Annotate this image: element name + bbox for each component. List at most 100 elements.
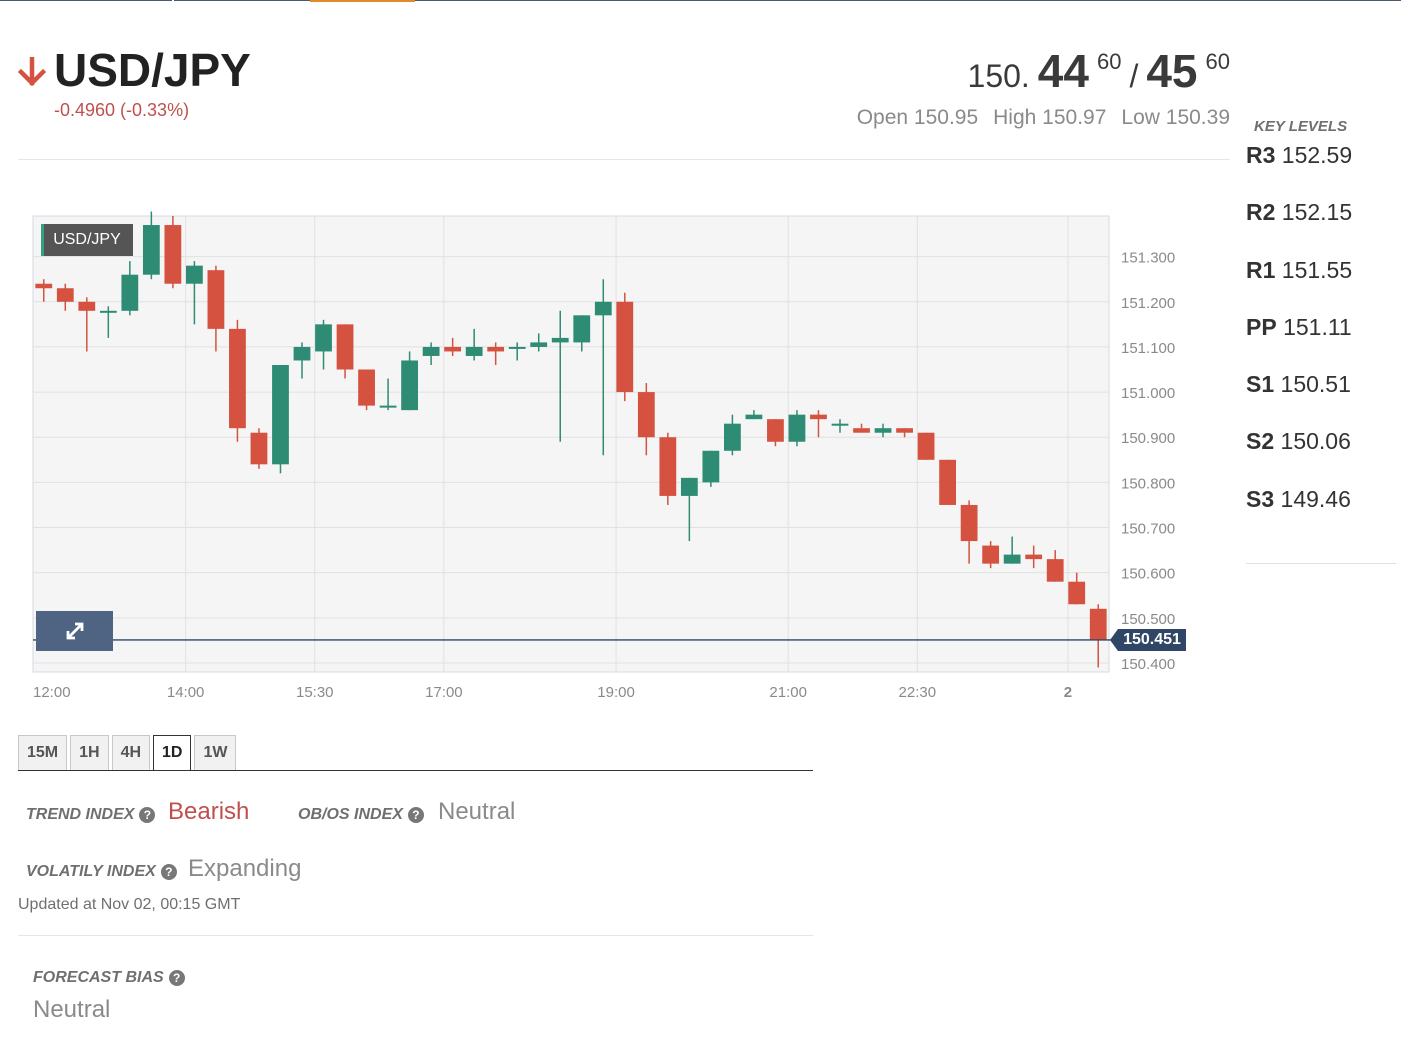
updated-timestamp: Updated at Nov 02, 00:15 GMT xyxy=(18,896,241,913)
x-tick-label: 14:00 xyxy=(167,684,205,701)
candle-body xyxy=(853,428,870,433)
indicators-divider xyxy=(18,935,813,936)
key-level-s1: S1 150.51 xyxy=(1246,371,1396,428)
candle-body xyxy=(229,328,246,429)
forecast-bias-label: FORECAST BIAS ? xyxy=(33,969,185,987)
help-icon[interactable]: ? xyxy=(139,807,156,823)
candle-body xyxy=(982,545,1000,564)
candle-body xyxy=(293,346,311,361)
price-chart[interactable]: 151.300 151.200 151.100 151.000 150.900 150.8… xyxy=(0,200,1200,710)
candle-body xyxy=(508,346,526,349)
timeframe-tabs: 15M 1H 4H 1D 1W xyxy=(18,735,237,771)
key-level-label: R2 xyxy=(1246,199,1276,226)
candle-body xyxy=(573,315,591,343)
x-tick-label: 22:30 xyxy=(899,684,937,701)
instrument-title: USD/JPY xyxy=(54,44,251,96)
top-border xyxy=(0,0,1401,1)
key-level-r2: R2 152.15 xyxy=(1246,199,1396,256)
y-tick-label: 151.000 xyxy=(1121,385,1175,402)
candle-body xyxy=(379,405,397,408)
trend-index-value: Bearish xyxy=(168,798,250,825)
tab-1h[interactable]: 1H xyxy=(70,735,109,771)
candle-body xyxy=(487,346,505,352)
candle-body xyxy=(767,419,784,442)
top-accent-bar xyxy=(310,0,415,2)
candle-body xyxy=(1089,608,1107,641)
high-value: High 150.97 xyxy=(993,106,1107,129)
candle-body xyxy=(121,274,139,311)
candle-body xyxy=(616,301,634,393)
trend-index-label: TREND INDEX ? xyxy=(26,806,156,824)
candle-body xyxy=(315,324,332,352)
y-tick-label: 150.500 xyxy=(1121,611,1175,628)
bid-integer: 150. xyxy=(967,58,1030,94)
tabs-underline xyxy=(18,770,813,771)
candle-body xyxy=(186,265,203,284)
candle-body xyxy=(831,423,849,426)
key-level-s2: S2 150.06 xyxy=(1246,428,1396,485)
expand-icon xyxy=(66,622,83,640)
arrow-down-icon xyxy=(18,57,46,87)
key-level-label: S1 xyxy=(1246,371,1275,398)
open-value: Open 150.95 xyxy=(856,106,979,129)
key-levels-title: KEY LEVELS xyxy=(1254,118,1348,135)
candle-body xyxy=(680,477,698,496)
help-icon[interactable]: ? xyxy=(407,807,424,823)
key-level-pp: PP 151.11 xyxy=(1246,314,1396,371)
help-icon[interactable]: ? xyxy=(160,864,177,880)
key-level-value: 150.51 xyxy=(1280,371,1351,398)
key-level-value: 152.59 xyxy=(1281,142,1353,168)
y-tick-label: 150.700 xyxy=(1121,521,1175,538)
candle-body xyxy=(1025,554,1043,560)
candle-body xyxy=(164,225,182,284)
forecast-bias-label-text: FORECAST BIAS xyxy=(33,969,164,986)
candle-body xyxy=(530,342,548,347)
volatility-index-label-text: VOLATILY INDEX xyxy=(26,863,156,880)
candle-body xyxy=(250,432,268,465)
key-level-value: 152.15 xyxy=(1281,199,1353,226)
current-price-tag: 150.451 xyxy=(1110,628,1186,651)
candle-body xyxy=(1046,559,1064,582)
candle-body xyxy=(896,428,913,433)
help-icon[interactable]: ? xyxy=(168,970,185,986)
key-level-value: 149.46 xyxy=(1280,485,1351,512)
top-border-gap xyxy=(172,0,174,2)
candle-body xyxy=(422,346,440,356)
key-level-label: S3 xyxy=(1246,485,1275,512)
bid-pips: 44 xyxy=(1037,45,1089,97)
y-tick-label: 151.100 xyxy=(1121,340,1175,357)
ohl-row: Open 150.95 High 150.97 Low 150.39 xyxy=(857,106,1230,130)
expand-chart-button[interactable] xyxy=(36,611,113,651)
candle-body xyxy=(788,414,806,442)
low-value: Low 150.39 xyxy=(1121,106,1230,129)
tab-4h[interactable]: 4H xyxy=(111,735,151,771)
tab-15m[interactable]: 15M xyxy=(18,735,68,771)
candle-body xyxy=(336,324,354,370)
ask-fraction: 60 xyxy=(1205,49,1230,74)
key-level-r3: R3 152.59 xyxy=(1246,142,1396,199)
key-level-label: R1 xyxy=(1246,256,1276,283)
y-tick-label: 151.200 xyxy=(1121,295,1175,312)
y-tick-label: 151.300 xyxy=(1121,250,1175,267)
key-levels-list: R3 152.59 R2 152.15 R1 151.55 PP 151.11 … xyxy=(1246,142,1396,543)
candle-body xyxy=(207,270,225,329)
key-level-label: S2 xyxy=(1246,428,1275,455)
candle-body xyxy=(724,423,741,451)
candle-body xyxy=(960,504,978,542)
key-levels-divider xyxy=(1246,563,1396,564)
y-tick-label: 150.900 xyxy=(1121,430,1175,447)
candle-body xyxy=(594,301,612,316)
tab-1d[interactable]: 1D xyxy=(153,735,192,771)
key-level-r1: R1 151.55 xyxy=(1246,257,1396,314)
candle-body xyxy=(56,288,74,302)
candle-body xyxy=(142,225,160,275)
y-tick-label: 150.800 xyxy=(1121,475,1175,492)
candle-body xyxy=(874,428,892,433)
candle-body xyxy=(659,437,677,496)
candle-body xyxy=(702,450,720,483)
candle-body xyxy=(1068,581,1086,605)
chart-pair-badge: USD/JPY xyxy=(41,224,133,256)
tab-1w[interactable]: 1W xyxy=(194,735,237,771)
x-tick-label: 2 xyxy=(1064,684,1072,701)
candle-body xyxy=(444,346,462,352)
